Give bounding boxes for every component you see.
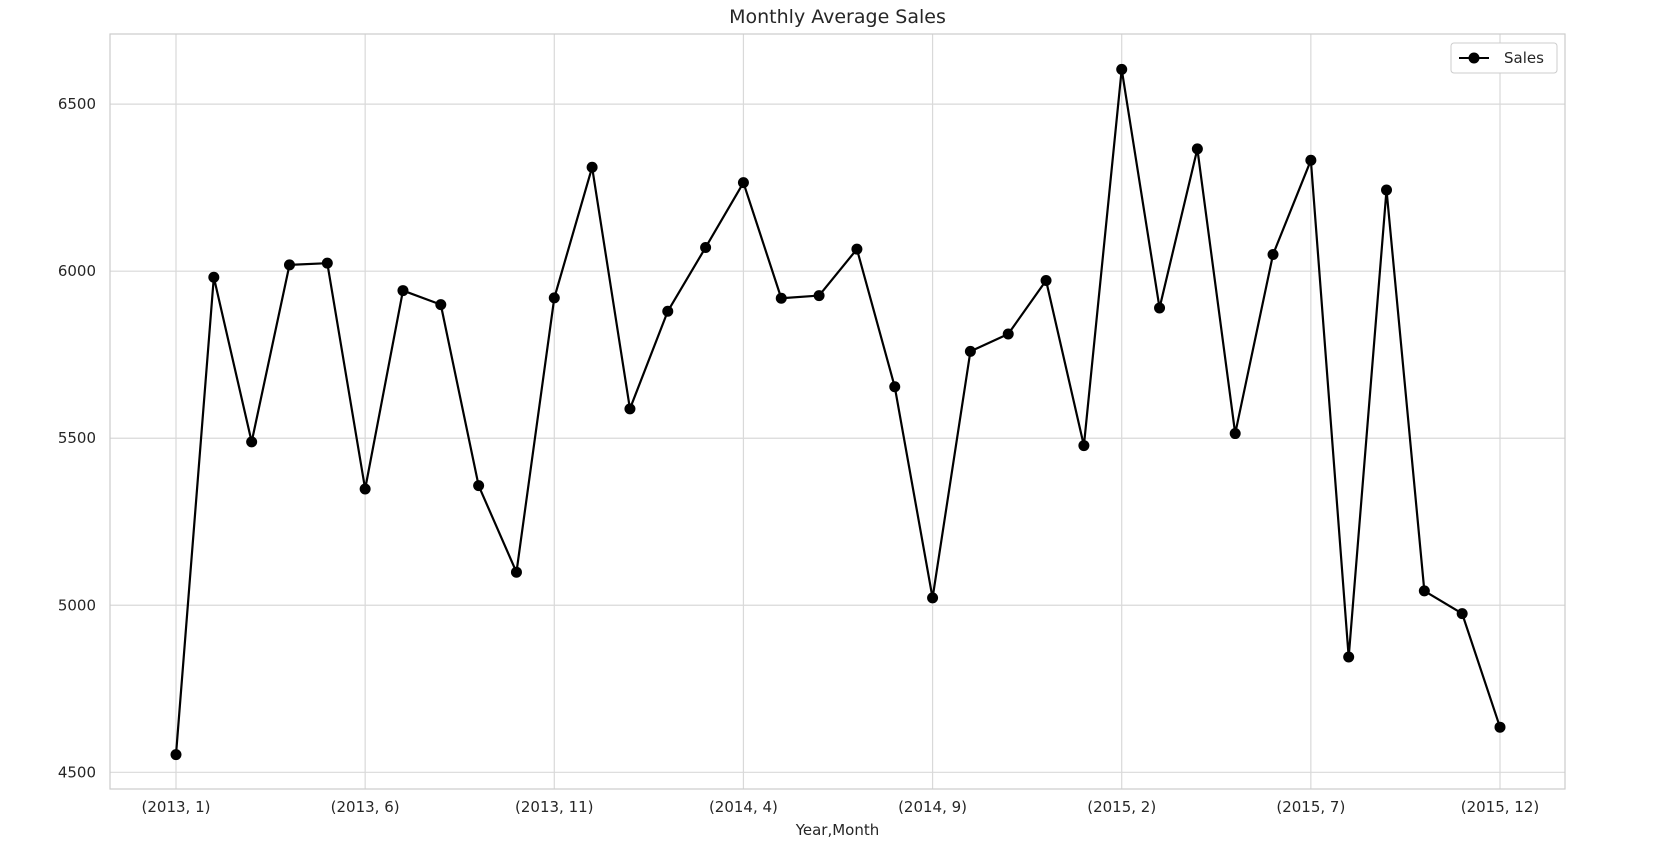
sales-point bbox=[1154, 302, 1166, 314]
sales-point bbox=[1267, 248, 1279, 260]
sales-point bbox=[246, 436, 258, 448]
y-tick-label: 5000 bbox=[58, 596, 96, 614]
x-tick-label: (2013, 6) bbox=[331, 798, 400, 816]
sales-point bbox=[889, 381, 901, 393]
y-tick-label: 6500 bbox=[58, 95, 96, 113]
sales-point bbox=[1494, 721, 1506, 733]
sales-point bbox=[1116, 63, 1128, 75]
sales-point bbox=[964, 345, 976, 357]
sales-point bbox=[851, 243, 863, 255]
sales-point bbox=[1191, 143, 1203, 155]
sales-point bbox=[321, 257, 333, 269]
x-tick-label: (2014, 4) bbox=[709, 798, 778, 816]
sales-point bbox=[1305, 154, 1317, 166]
y-tick-label: 5500 bbox=[58, 429, 96, 447]
chart-title: Monthly Average Sales bbox=[729, 6, 946, 28]
series-sales bbox=[170, 63, 1506, 761]
sales-point bbox=[473, 480, 485, 492]
x-tick-label: (2014, 9) bbox=[898, 798, 967, 816]
x-tick-label: (2015, 7) bbox=[1276, 798, 1345, 816]
sales-point bbox=[283, 259, 295, 271]
x-axis-title: Year,Month bbox=[795, 821, 880, 839]
sales-point bbox=[208, 271, 220, 283]
legend-label-sales: Sales bbox=[1504, 49, 1544, 67]
sales-line bbox=[174, 68, 1502, 755]
sales-point bbox=[510, 566, 522, 578]
sales-point bbox=[1418, 585, 1430, 597]
sales-point bbox=[1229, 428, 1241, 440]
x-tick-label: (2015, 12) bbox=[1461, 798, 1540, 816]
sales-point bbox=[548, 292, 560, 304]
y-tick-label: 4500 bbox=[58, 763, 96, 781]
legend: Sales bbox=[1450, 42, 1558, 74]
sales-point bbox=[813, 290, 825, 302]
sales-point bbox=[775, 292, 787, 304]
x-tick-label: (2013, 1) bbox=[142, 798, 211, 816]
sales-point bbox=[1343, 651, 1355, 663]
x-tick-label: (2015, 2) bbox=[1087, 798, 1156, 816]
legend-marker-sample bbox=[1468, 52, 1480, 64]
sales-point bbox=[586, 161, 598, 173]
sales-point bbox=[170, 749, 182, 761]
plot-area-frame bbox=[109, 33, 1566, 790]
sales-point bbox=[700, 241, 712, 253]
sales-point bbox=[1456, 608, 1468, 620]
sales-point bbox=[737, 177, 749, 189]
sales-point bbox=[1381, 184, 1393, 196]
y-axis-ticks: 4500 5000 5500 6000 6500 bbox=[58, 95, 96, 781]
sales-point bbox=[397, 285, 409, 297]
sales-point bbox=[435, 299, 447, 311]
sales-point bbox=[1002, 328, 1014, 340]
sales-point bbox=[624, 403, 636, 415]
sales-point bbox=[1040, 275, 1052, 287]
sales-point bbox=[359, 483, 371, 495]
sales-point bbox=[927, 592, 939, 604]
y-tick-label: 6000 bbox=[58, 262, 96, 280]
sales-point bbox=[662, 305, 674, 317]
grid bbox=[110, 34, 1565, 789]
legend-box bbox=[1450, 42, 1558, 74]
x-axis-ticks: (2013, 1) (2013, 6) (2013, 11) (2014, 4) (20… bbox=[142, 798, 1540, 816]
sales-point bbox=[1078, 440, 1090, 452]
x-tick-label: (2013, 11) bbox=[515, 798, 594, 816]
